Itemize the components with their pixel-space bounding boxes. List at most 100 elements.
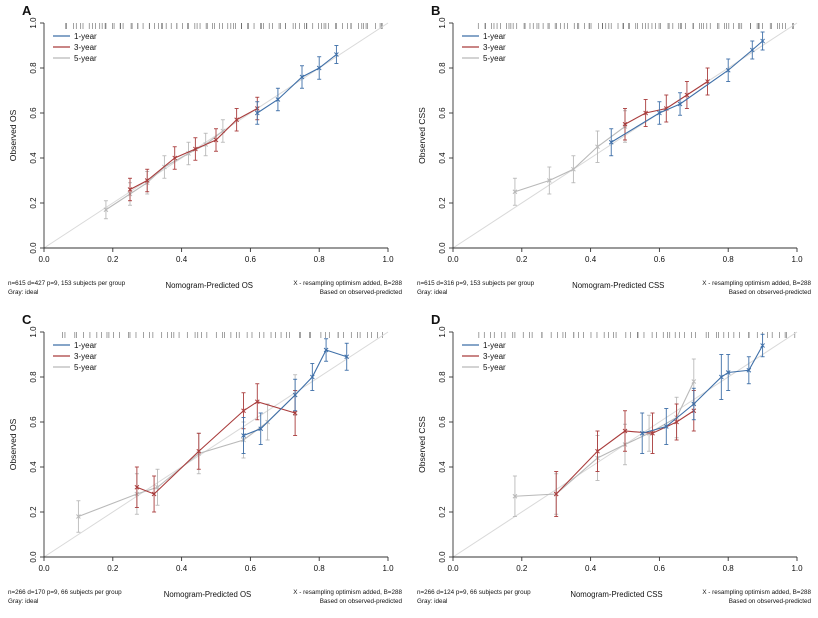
x-axis-label: Nomogram-Predicted CSS [572,281,665,290]
svg-text:0.0: 0.0 [438,551,447,563]
svg-text:1-year: 1-year [483,32,506,41]
panel-label-c: C [22,312,32,327]
svg-text:5-year: 5-year [74,54,97,63]
panel-footnotes-a: n=615 d=427 p=9, 153 subjects per group … [8,280,402,297]
svg-text:3-year: 3-year [74,43,97,52]
svg-text:1.0: 1.0 [791,564,803,573]
svg-text:5-year: 5-year [74,363,97,372]
panel-label-d: D [431,312,441,327]
footnote-gray-ideal: Gray: ideal [417,597,448,605]
footnote-observed-predicted: Based on observed-predicted [319,288,402,296]
svg-text:1.0: 1.0 [382,255,394,264]
svg-text:0.4: 0.4 [438,152,447,164]
footnote-gray-ideal: Gray: ideal [8,597,39,605]
calibration-panel-c: C 0.0 0.2 0.4 0.6 0.8 1.0 0.0 0.2 0.4 0.6 0.8 1.0 Ob… [0,309,409,618]
x-axis-label: Nomogram-Predicted CSS [570,590,663,599]
svg-text:0.0: 0.0 [438,242,447,254]
svg-text:1.0: 1.0 [29,326,38,338]
svg-text:0.8: 0.8 [438,371,447,383]
svg-text:1.0: 1.0 [29,17,38,29]
svg-text:Observed CSS: Observed CSS [417,416,427,473]
svg-text:0.4: 0.4 [585,255,597,264]
svg-text:0.6: 0.6 [245,255,257,264]
svg-text:1-year: 1-year [74,32,97,41]
svg-text:0.2: 0.2 [516,564,528,573]
panel-label-b: B [431,3,441,18]
svg-text:0.0: 0.0 [29,551,38,563]
svg-text:0.8: 0.8 [723,564,735,573]
svg-text:0.4: 0.4 [438,461,447,473]
svg-text:0.8: 0.8 [29,371,38,383]
svg-text:0.0: 0.0 [29,242,38,254]
svg-text:1.0: 1.0 [382,564,394,573]
svg-text:0.6: 0.6 [29,107,38,119]
svg-text:0.2: 0.2 [438,506,447,518]
x-axis-label: Nomogram-Predicted OS [163,590,252,599]
svg-text:0.2: 0.2 [516,255,528,264]
svg-text:1-year: 1-year [74,341,97,350]
footnote-resampling: X - resampling optimism added, B=288 [702,280,811,287]
calibration-plot-d: 0.0 0.2 0.4 0.6 0.8 1.0 0.0 0.2 0.4 0.6 0.8 1.0 Obse… [417,326,803,573]
svg-text:0.8: 0.8 [314,255,326,264]
svg-text:0.0: 0.0 [38,564,50,573]
svg-text:0.0: 0.0 [38,255,50,264]
svg-text:3-year: 3-year [483,43,506,52]
footnote-right: X - resampling optimism added, B=288 Bas… [293,589,402,606]
calibration-panel-b: B 0.0 0.2 0.4 0.6 0.8 1.0 0.0 0.2 0.4 0.6 0.8 1.0 Ob… [409,0,818,309]
footnote-right: X - resampling optimism added, B=288 Bas… [702,589,811,606]
svg-text:0.2: 0.2 [438,197,447,209]
footnote-left: n=615 d=316 p=9, 153 subjects per group … [417,280,534,297]
footnote-observed-predicted: Based on observed-predicted [319,597,402,605]
footnote-sample-info: n=615 d=427 p=9, 153 subjects per group [8,280,126,287]
svg-text:3-year: 3-year [74,352,97,361]
calibration-plot-a: 0.0 0.2 0.4 0.6 0.8 1.0 0.0 0.2 0.4 0.6 0.8 1.0 Obse… [8,17,394,264]
svg-text:0.8: 0.8 [29,62,38,74]
svg-text:0.2: 0.2 [29,506,38,518]
svg-text:1.0: 1.0 [438,326,447,338]
svg-text:0.4: 0.4 [29,152,38,164]
svg-text:0.4: 0.4 [29,461,38,473]
svg-text:0.2: 0.2 [107,564,119,573]
svg-text:0.4: 0.4 [176,564,188,573]
svg-text:1-year: 1-year [483,341,506,350]
x-axis-label: Nomogram-Predicted OS [165,281,253,290]
footnote-resampling: X - resampling optimism added, B=288 [293,280,402,287]
svg-text:0.0: 0.0 [447,564,459,573]
svg-text:5-year: 5-year [483,363,506,372]
footnote-gray-ideal: Gray: ideal [417,288,448,296]
panel-footnotes-c: n=266 d=170 p=9, 66 subjects per group G… [8,589,402,606]
calibration-plot-c: 0.0 0.2 0.4 0.6 0.8 1.0 0.0 0.2 0.4 0.6 0.8 1.0 Obse… [8,326,394,573]
footnote-left: n=266 d=170 p=9, 66 subjects per group G… [8,589,122,606]
svg-text:5-year: 5-year [483,54,506,63]
svg-text:0.6: 0.6 [438,416,447,428]
panel-label-a: A [22,3,32,18]
svg-text:Observed OS: Observed OS [8,109,18,161]
calibration-panel-a: A 0.0 0.2 0.4 0.6 0.8 1.0 0.0 0.2 0.4 0.6 0.8 1.0 Ob… [0,0,409,309]
footnote-sample-info: n=266 d=170 p=9, 66 subjects per group [8,589,122,596]
svg-text:0.2: 0.2 [107,255,119,264]
footnote-resampling: X - resampling optimism added, B=288 [293,589,402,596]
calibration-panel-d: D 0.0 0.2 0.4 0.6 0.8 1.0 0.0 0.2 0.4 0.6 0.8 1.0 Ob… [409,309,818,618]
svg-text:0.8: 0.8 [314,564,326,573]
footnote-observed-predicted: Based on observed-predicted [728,597,811,605]
footnote-right: X - resampling optimism added, B=288 Bas… [293,280,402,297]
footnote-right: X - resampling optimism added, B=288 Bas… [702,280,811,297]
svg-text:0.2: 0.2 [29,197,38,209]
footnote-observed-predicted: Based on observed-predicted [728,288,811,296]
svg-text:0.8: 0.8 [438,62,447,74]
svg-text:0.4: 0.4 [176,255,188,264]
svg-text:0.6: 0.6 [29,416,38,428]
svg-text:1.0: 1.0 [438,17,447,29]
svg-text:0.6: 0.6 [438,107,447,119]
svg-text:1.0: 1.0 [791,255,803,264]
footnote-left: n=266 d=124 p=9, 66 subjects per group G… [417,589,531,606]
svg-text:0.8: 0.8 [723,255,735,264]
footnote-sample-info: n=266 d=124 p=9, 66 subjects per group [417,589,531,596]
svg-text:0.6: 0.6 [245,564,257,573]
panel-footnotes-b: n=615 d=316 p=9, 153 subjects per group … [417,280,811,297]
svg-text:0.6: 0.6 [654,564,666,573]
svg-text:3-year: 3-year [483,352,506,361]
calibration-plot-b: 0.0 0.2 0.4 0.6 0.8 1.0 0.0 0.2 0.4 0.6 0.8 1.0 Obse… [417,17,803,264]
panel-footnotes-d: n=266 d=124 p=9, 66 subjects per group G… [417,589,811,606]
svg-text:0.0: 0.0 [447,255,459,264]
